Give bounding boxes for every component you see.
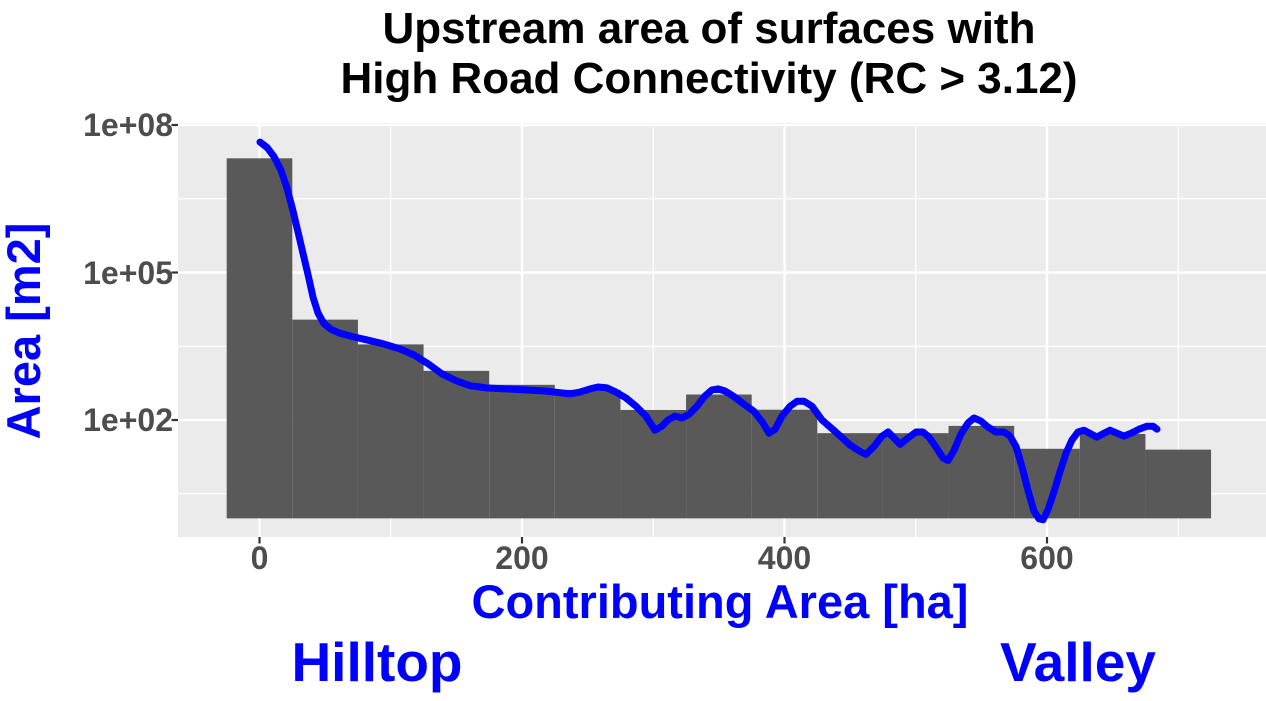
histogram-bar xyxy=(1079,433,1146,519)
histogram-bar xyxy=(357,344,424,519)
annotation-valley: Valley xyxy=(1000,631,1156,693)
x-axis-title: Contributing Area [ha] xyxy=(471,575,969,628)
y-tick-label: 1e+02 xyxy=(83,402,173,439)
smooth-trend-line xyxy=(256,138,1161,524)
histogram-bar xyxy=(292,319,358,519)
y-tick-label: 1e+05 xyxy=(83,254,173,291)
x-tick-label: 400 xyxy=(757,540,812,576)
histogram-bar xyxy=(1145,449,1212,519)
histogram-bar xyxy=(489,384,555,519)
x-tick-label: 600 xyxy=(1020,540,1074,576)
y-axis-title: Area [m2] xyxy=(0,222,50,440)
chart-title: Upstream area of surfaces with High Road… xyxy=(154,4,1264,104)
chart-title-line2: High Road Connectivity (RC > 3.12) xyxy=(340,54,1078,103)
axis-tick-marks xyxy=(171,123,1049,544)
histogram-bar xyxy=(423,370,490,519)
histogram-bar xyxy=(686,394,752,519)
chart-title-line1: Upstream area of surfaces with xyxy=(382,4,1036,53)
histogram-bar xyxy=(226,158,293,519)
x-tick-label: 0 xyxy=(250,540,269,576)
histogram-bars xyxy=(226,158,1212,519)
annotation-hilltop: Hilltop xyxy=(291,631,463,693)
x-tick-label: 200 xyxy=(495,540,549,576)
histogram-bar xyxy=(554,389,621,519)
y-tick-label: 1e+08 xyxy=(83,107,173,143)
